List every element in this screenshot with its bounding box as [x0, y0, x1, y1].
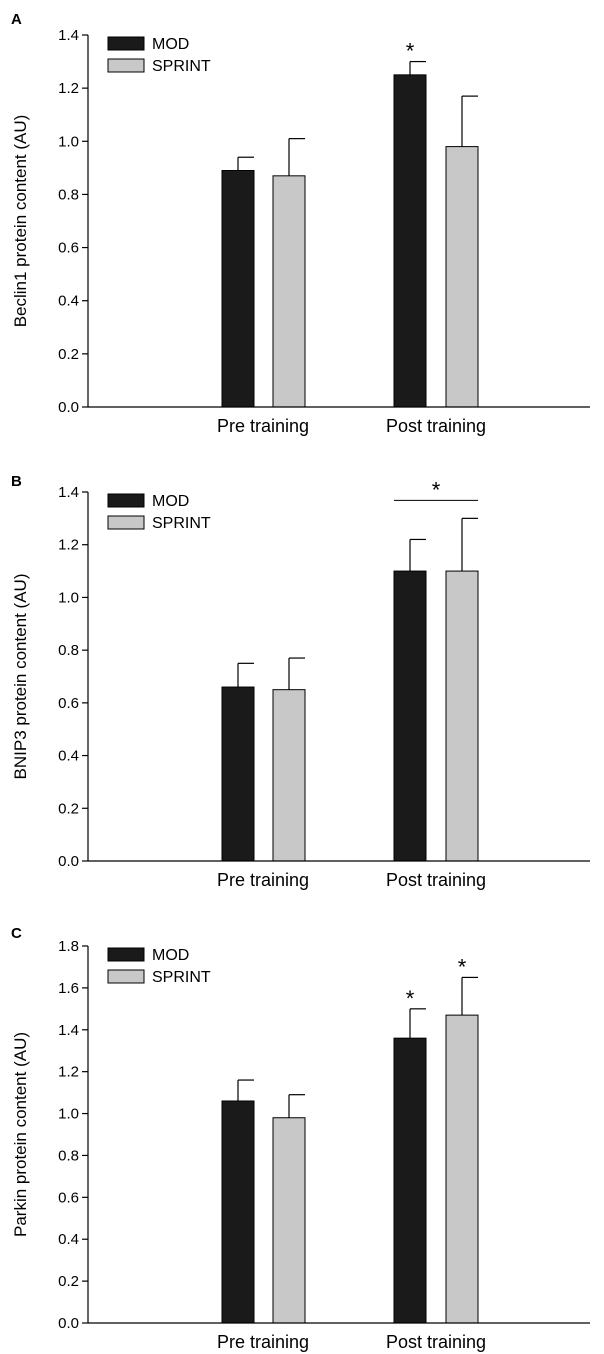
legend-label-sprint: SPRINT [152, 58, 211, 75]
y-tick-label: 1.4 [58, 484, 79, 501]
x-tick-label-post: Post training [386, 416, 486, 436]
bar-mod-post [393, 570, 427, 862]
bar-sprint-pre [272, 1117, 306, 1324]
legend-swatch-mod [107, 36, 145, 51]
chart-panel-b: B BNIP3 protein content (AU) 0.0 0.2 0.4 0.6 0… [11, 473, 590, 890]
y-tick-label: 1.0 [58, 589, 79, 606]
y-tick-label: 0.6 [58, 240, 79, 257]
y-tick-label: 0.8 [58, 642, 79, 659]
legend: MOD SPRINT [107, 493, 211, 532]
significance-marker: * [432, 477, 441, 502]
legend-label-mod: MOD [152, 947, 189, 964]
bar-mod-pre [221, 686, 255, 862]
y-tick-label: 1.0 [58, 133, 79, 150]
x-tick-label-post: Post training [386, 1332, 486, 1352]
x-tick-label-pre: Pre training [217, 416, 309, 436]
significance-marker: * [458, 954, 467, 979]
y-tick-label: 0.2 [58, 800, 79, 817]
x-tick-label-post: Post training [386, 870, 486, 890]
y-tick-label: 0.4 [58, 1231, 79, 1248]
legend-swatch-mod [107, 947, 145, 962]
y-tick-label: 0.8 [58, 186, 79, 203]
y-tick-label: 1.0 [58, 1106, 79, 1123]
bar-mod-post [393, 1037, 427, 1324]
bar-sprint-post [445, 1014, 479, 1324]
y-tick-label: 0.6 [58, 695, 79, 712]
legend-swatch-mod [107, 493, 145, 508]
legend: MOD SPRINT [107, 947, 211, 986]
y-tick-label: 1.6 [58, 980, 79, 997]
legend: MOD SPRINT [107, 36, 211, 75]
y-tick-label: 0.2 [58, 1273, 79, 1290]
y-tick-label: 1.4 [58, 1022, 79, 1039]
x-tick-label-pre: Pre training [217, 1332, 309, 1352]
bar-mod-pre [221, 170, 255, 408]
legend-swatch-sprint [107, 969, 145, 984]
y-tick-label: 1.2 [58, 80, 79, 97]
panel-letter: A [11, 11, 22, 28]
y-tick-label: 0.6 [58, 1189, 79, 1206]
y-axis-label: Parkin protein content (AU) [11, 1032, 30, 1237]
legend-label-mod: MOD [152, 36, 189, 53]
legend-label-sprint: SPRINT [152, 969, 211, 986]
panel-letter: B [11, 473, 22, 490]
bar-sprint-post [445, 570, 479, 862]
y-tick-label: 1.4 [58, 27, 79, 44]
bar-mod-pre [221, 1100, 255, 1324]
bar-sprint-pre [272, 175, 306, 408]
y-tick-label: 1.8 [58, 938, 79, 955]
legend-swatch-sprint [107, 58, 145, 73]
significance-marker: * [406, 39, 415, 64]
x-tick-label-pre: Pre training [217, 870, 309, 890]
panel-letter: C [11, 925, 22, 942]
y-tick-label: 0.4 [58, 748, 79, 765]
y-tick-label: 1.2 [58, 1064, 79, 1081]
bar-mod-post [393, 74, 427, 408]
y-tick-label: 0.8 [58, 1147, 79, 1164]
legend-label-sprint: SPRINT [152, 515, 211, 532]
significance-marker: * [406, 986, 415, 1011]
y-axis-label: BNIP3 protein content (AU) [11, 574, 30, 780]
bar-sprint-post [445, 146, 479, 408]
legend-label-mod: MOD [152, 493, 189, 510]
y-tick-label: 1.2 [58, 537, 79, 554]
chart-panel-a: A Beclin1 protein content (AU) 0.0 0.2 0.4 0.… [11, 11, 590, 436]
bar-sprint-pre [272, 689, 306, 862]
y-axis-label: Beclin1 protein content (AU) [11, 115, 30, 328]
y-tick-label: 0.0 [58, 399, 79, 416]
y-tick-label: 0.2 [58, 346, 79, 363]
y-tick-label: 0.4 [58, 293, 79, 310]
legend-swatch-sprint [107, 515, 145, 530]
y-tick-label: 0.0 [58, 853, 79, 870]
chart-panel-c: C Parkin protein content (AU) 0.0 0.2 0.4 0.6… [11, 925, 590, 1352]
y-tick-label: 0.0 [58, 1315, 79, 1332]
